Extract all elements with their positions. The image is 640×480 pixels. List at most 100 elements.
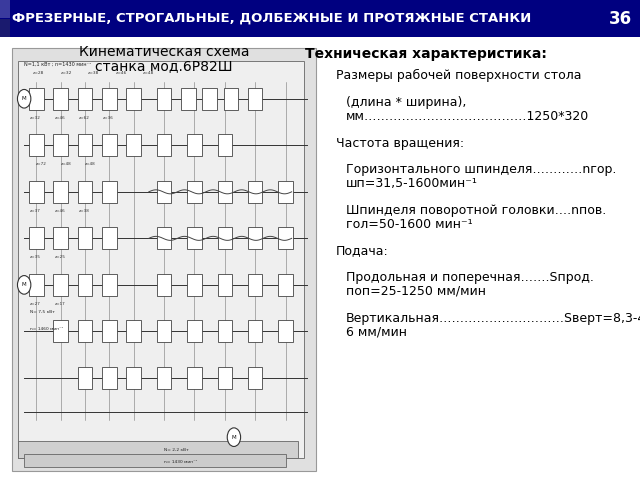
- Text: z=72: z=72: [36, 162, 47, 167]
- Bar: [102, 228, 116, 249]
- Text: z=32: z=32: [30, 116, 41, 120]
- Bar: [29, 134, 44, 156]
- Text: z=38: z=38: [88, 72, 99, 75]
- Bar: [157, 134, 172, 156]
- Text: z=32: z=32: [61, 72, 72, 75]
- Bar: [29, 181, 44, 203]
- Bar: [102, 134, 116, 156]
- Bar: [0, 0, 640, 37]
- Bar: [77, 321, 92, 342]
- Text: (длина * ширина),: (длина * ширина),: [346, 96, 467, 109]
- Text: Подача:: Подача:: [336, 244, 388, 257]
- Bar: [157, 228, 172, 249]
- Bar: [18, 442, 298, 458]
- Text: Шпинделя поворотной головки….nпов.: Шпинделя поворотной головки….nпов.: [346, 204, 606, 217]
- Text: n= 1460 мин⁻¹: n= 1460 мин⁻¹: [30, 327, 63, 331]
- Bar: [278, 228, 293, 249]
- Text: М: М: [22, 96, 26, 101]
- Bar: [53, 228, 68, 249]
- Text: Кинематическая схема: Кинематическая схема: [79, 45, 249, 59]
- Bar: [29, 274, 44, 296]
- Bar: [278, 274, 293, 296]
- Bar: [126, 321, 141, 342]
- Bar: [278, 321, 293, 342]
- Ellipse shape: [17, 89, 31, 108]
- Text: Частота вращения:: Частота вращения:: [336, 136, 464, 149]
- Bar: [126, 367, 141, 389]
- Bar: [126, 134, 141, 156]
- Bar: [157, 274, 172, 296]
- Bar: [187, 228, 202, 249]
- Text: 6 мм/мин: 6 мм/мин: [346, 325, 407, 338]
- Text: Техническая характеристика:: Техническая характеристика:: [305, 47, 547, 61]
- Bar: [102, 88, 116, 110]
- Text: Размеры рабочей поверхности стола: Размеры рабочей поверхности стола: [336, 69, 582, 82]
- Bar: [12, 48, 316, 471]
- Bar: [77, 228, 92, 249]
- Bar: [29, 88, 44, 110]
- Text: z=17: z=17: [54, 302, 65, 306]
- Text: поп=25-1250 мм/мин: поп=25-1250 мм/мин: [346, 285, 486, 298]
- Text: ФРЕЗЕРНЫЕ, СТРОГАЛЬНЫЕ, ДОЛБЕЖНЫЕ И ПРОТЯЖНЫЕ СТАНКИ: ФРЕЗЕРНЫЕ, СТРОГАЛЬНЫЕ, ДОЛБЕЖНЫЕ И ПРОТ…: [12, 12, 531, 25]
- Bar: [157, 367, 172, 389]
- Bar: [223, 88, 238, 110]
- Bar: [248, 367, 262, 389]
- Bar: [218, 181, 232, 203]
- Bar: [0, 0, 10, 18]
- Bar: [218, 367, 232, 389]
- Text: Горизонтального шпинделя…………nгор.: Горизонтального шпинделя…………nгор.: [346, 164, 616, 177]
- Ellipse shape: [17, 276, 31, 294]
- Bar: [248, 88, 262, 110]
- Text: z=46: z=46: [115, 72, 127, 75]
- Text: станка мод.6Р82Ш: станка мод.6Р82Ш: [95, 59, 233, 73]
- Bar: [157, 181, 172, 203]
- Bar: [218, 274, 232, 296]
- Bar: [218, 321, 232, 342]
- Bar: [53, 134, 68, 156]
- Bar: [29, 228, 44, 249]
- Bar: [102, 274, 116, 296]
- Text: М: М: [22, 282, 26, 288]
- Bar: [53, 321, 68, 342]
- Bar: [126, 88, 141, 110]
- Bar: [187, 181, 202, 203]
- Text: z=48: z=48: [61, 162, 72, 167]
- Bar: [248, 181, 262, 203]
- Text: z=28: z=28: [33, 72, 45, 75]
- Bar: [218, 228, 232, 249]
- Text: z=48: z=48: [85, 162, 96, 167]
- Bar: [187, 321, 202, 342]
- Text: z=62: z=62: [79, 116, 90, 120]
- Bar: [77, 88, 92, 110]
- Text: N= 7,5 кВт: N= 7,5 кВт: [30, 310, 55, 314]
- Text: n= 1430 мин⁻¹: n= 1430 мин⁻¹: [164, 460, 197, 465]
- Bar: [53, 88, 68, 110]
- Bar: [187, 274, 202, 296]
- Text: z=46: z=46: [54, 116, 65, 120]
- Text: Вертикальная…………………………Sверт=8,3-416,: Вертикальная…………………………Sверт=8,3-416,: [346, 312, 640, 325]
- Text: z=35: z=35: [30, 255, 41, 260]
- Bar: [187, 367, 202, 389]
- Text: N= 2,2 кВт: N= 2,2 кВт: [164, 448, 189, 452]
- Bar: [53, 274, 68, 296]
- Bar: [102, 367, 116, 389]
- Text: z=38: z=38: [79, 209, 90, 213]
- Bar: [18, 60, 304, 458]
- Text: z=37: z=37: [30, 209, 41, 213]
- Bar: [218, 134, 232, 156]
- Bar: [202, 88, 217, 110]
- Text: гол=50-1600 мин⁻¹: гол=50-1600 мин⁻¹: [346, 217, 472, 230]
- Text: z=25: z=25: [54, 255, 65, 260]
- Bar: [53, 181, 68, 203]
- Bar: [248, 228, 262, 249]
- Bar: [248, 321, 262, 342]
- Bar: [157, 321, 172, 342]
- Ellipse shape: [227, 428, 241, 446]
- Text: z=36: z=36: [103, 116, 114, 120]
- Bar: [278, 181, 293, 203]
- Text: Продольная и поперечная…….Sпрод.: Продольная и поперечная…….Sпрод.: [346, 272, 594, 285]
- Text: z=27: z=27: [30, 302, 41, 306]
- Text: мм…………………………………1250*320: мм…………………………………1250*320: [346, 109, 589, 122]
- Text: шп=31,5-1600мин⁻¹: шп=31,5-1600мин⁻¹: [346, 177, 478, 190]
- Bar: [0, 19, 10, 37]
